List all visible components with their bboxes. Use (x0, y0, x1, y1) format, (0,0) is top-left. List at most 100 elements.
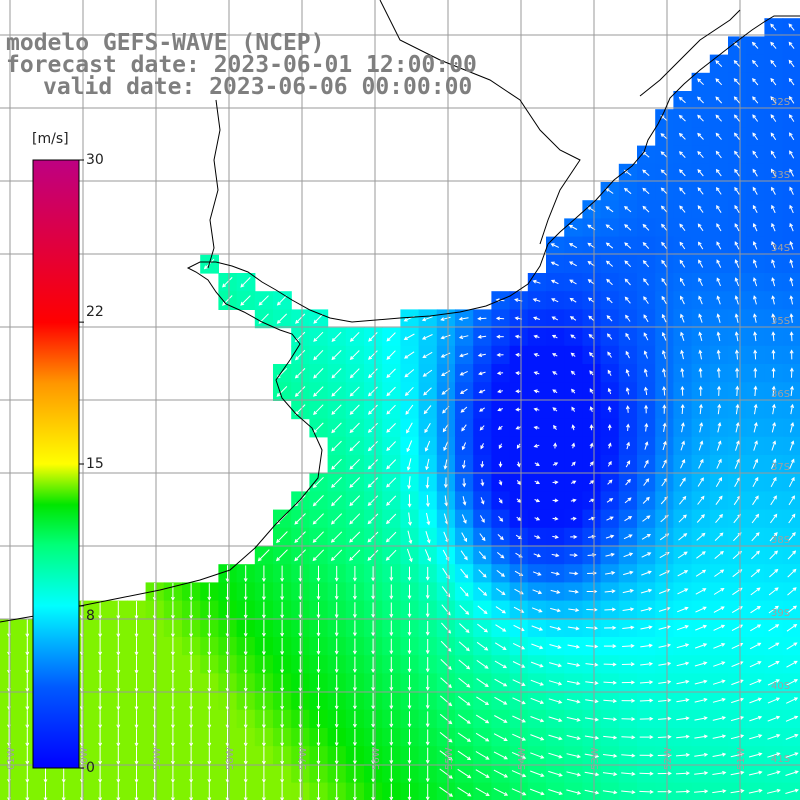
wind-arrow-shaft (624, 188, 632, 195)
wind-arrow (568, 589, 579, 594)
wind-arrow-shaft (493, 769, 508, 778)
wind-arrow (207, 692, 212, 711)
wind-arrow (134, 601, 139, 620)
wind-arrow-shaft (752, 459, 758, 469)
wind-arrow-shaft (789, 132, 795, 141)
wind-arrow-shaft (767, 679, 780, 686)
wind-arrow-shaft (458, 641, 470, 651)
wind-arrow (349, 549, 361, 561)
wind-arrow-head (684, 625, 689, 629)
wind-arrow-head (243, 578, 248, 583)
wind-arrow (533, 407, 540, 412)
wind-arrow-shaft (423, 369, 433, 377)
wind-arrow-head (448, 756, 453, 761)
wind-arrow-shaft (422, 334, 433, 340)
wind-arrow-shaft (675, 754, 690, 757)
wind-arrow-head (757, 679, 762, 684)
wind-arrow-shaft (735, 278, 740, 287)
wind-arrow-shaft (676, 625, 689, 631)
wind-arrow-shaft (752, 187, 758, 195)
wind-arrow (116, 619, 121, 638)
wind-arrow-shaft (567, 644, 580, 648)
wind-arrow-head (170, 651, 175, 656)
wind-arrow (715, 476, 723, 487)
wind-arrow-shaft (785, 734, 798, 740)
wind-arrow (570, 480, 577, 485)
wind-arrow (352, 710, 357, 728)
wind-arrow-head (594, 735, 600, 740)
wind-arrow (698, 259, 704, 268)
wind-arrow (730, 770, 745, 776)
wind-arrow-head (631, 771, 636, 776)
wind-arrow (641, 533, 651, 540)
wind-arrow-head (424, 428, 429, 434)
wind-arrow (334, 602, 339, 619)
wind-arrow-shaft (715, 477, 722, 487)
wind-arrow-shaft (625, 315, 631, 322)
wind-arrow (530, 697, 545, 704)
wind-arrow-shaft (716, 169, 722, 177)
wind-arrow-head (352, 632, 357, 637)
wind-arrow-head (678, 151, 683, 156)
wind-arrow-shaft (788, 495, 795, 506)
wind-arrow (789, 168, 794, 177)
wind-arrow-head (407, 595, 412, 600)
wind-arrow (734, 313, 739, 323)
wind-arrow (677, 570, 689, 577)
wind-arrow-shaft (767, 697, 780, 704)
wind-arrow-shaft (789, 223, 794, 232)
wind-arrow-shaft (480, 497, 484, 504)
wind-arrow-shaft (680, 332, 685, 341)
wind-arrow-head (775, 661, 780, 665)
wind-arrow-shaft (717, 296, 721, 305)
wind-arrow-shaft (368, 386, 378, 397)
wind-arrow-head (61, 797, 66, 800)
wind-arrow-head (662, 386, 667, 391)
wind-arrow-head (626, 441, 630, 446)
wind-arrow (478, 371, 486, 376)
wind-arrow (605, 552, 615, 557)
wind-arrow-shaft (680, 314, 685, 323)
wind-arrow-shaft (752, 495, 759, 506)
wind-arrow (675, 789, 691, 794)
wind-arrow-head (719, 532, 724, 537)
wind-arrow (261, 565, 266, 583)
wind-arrow (735, 385, 740, 397)
wind-arrow-head (571, 461, 576, 466)
wind-arrow (566, 716, 581, 722)
wind-arrow-shaft (478, 371, 486, 375)
wind-arrow-head (718, 495, 723, 500)
wind-arrow (441, 370, 451, 377)
wind-arrow-shaft (714, 532, 724, 541)
wind-arrow (276, 313, 288, 324)
wind-arrow-head (352, 577, 357, 582)
wind-arrow-shaft (749, 698, 762, 704)
wind-arrow-shaft (694, 735, 708, 739)
wind-arrow-head (368, 355, 373, 360)
wind-arrow-head (551, 334, 557, 339)
wind-arrow (460, 550, 468, 561)
wind-arrow (644, 404, 649, 414)
wind-arrow (533, 371, 540, 376)
wind-arrow (661, 331, 667, 341)
wind-arrow-head (275, 557, 280, 562)
wind-arrow-head (386, 465, 391, 470)
wind-arrow-head (352, 760, 357, 765)
wind-arrow (425, 494, 430, 508)
wind-arrow (751, 550, 760, 560)
wind-arrow-shaft (621, 790, 635, 793)
wind-arrow-head (330, 520, 335, 525)
wind-arrow-head (733, 78, 738, 83)
wind-arrow-head (574, 589, 579, 594)
wind-arrow (551, 553, 560, 558)
wind-arrow (243, 674, 248, 692)
wind-arrow (570, 334, 576, 339)
wind-arrow (532, 571, 542, 576)
wind-arrow-shaft (602, 772, 617, 775)
wind-arrow-shaft (713, 588, 724, 595)
wind-arrow-shaft (679, 169, 686, 177)
wind-arrow-shaft (696, 551, 706, 559)
wind-arrow-shaft (698, 459, 704, 469)
wind-arrow-head (630, 607, 635, 612)
wind-arrow (512, 642, 526, 650)
